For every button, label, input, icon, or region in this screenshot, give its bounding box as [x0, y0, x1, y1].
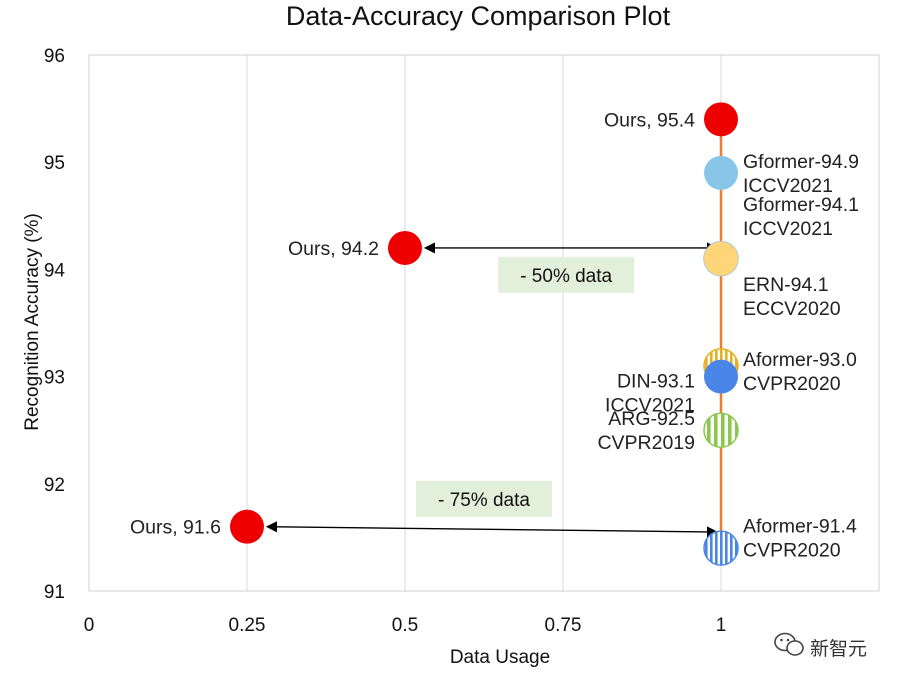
- data-points: [230, 102, 739, 566]
- x-tick-label-3: 0.75: [545, 615, 582, 636]
- y-tick-label-5: 96: [44, 46, 65, 67]
- point-label-2-line-0: DIN-93.1: [617, 371, 695, 393]
- data-point-1: [704, 241, 738, 276]
- point-label-4-line-0: ARG-92.5: [608, 408, 695, 430]
- y-tick-label-4: 95: [44, 153, 65, 174]
- point-label-5-line-1: CVPR2020: [743, 539, 841, 561]
- callout-text-0: - 50% data: [520, 266, 612, 287]
- point-label-1-line-0: ERN-94.1: [743, 274, 829, 296]
- callout-box-0: [498, 256, 635, 293]
- comparison-arrows: [265, 242, 719, 538]
- data-point-5: [703, 530, 739, 566]
- y-tick-label-1: 92: [44, 475, 65, 496]
- point-label-9-line-0: Ours, 91.6: [130, 517, 221, 539]
- x-tick-label-2: 0.5: [392, 615, 418, 636]
- y-tick-label-0: 91: [44, 582, 65, 603]
- y-axis-label: Recognition Accuracy (%): [22, 213, 43, 431]
- data-point-7: [704, 102, 738, 137]
- point-label-0-line-1: ICCV2021: [743, 218, 833, 240]
- point-label-6-line-1: ICCV2021: [743, 175, 833, 197]
- data-point-4: [703, 412, 739, 448]
- point-label-7-line-0: Ours, 95.4: [604, 109, 695, 131]
- point-label-2-line-1: ICCV2021: [605, 395, 695, 417]
- watermark-text: 新智元: [810, 638, 867, 660]
- callout-box-1: [416, 480, 552, 517]
- point-label-0-line-0: Gformer-94.1: [743, 194, 859, 216]
- comparison-arrow-1: [265, 521, 719, 538]
- data-point-6: [704, 155, 738, 190]
- wechat-icon: [774, 632, 804, 656]
- y-tick-label-2: 93: [44, 368, 65, 389]
- x-tick-label-4: 1: [716, 615, 727, 636]
- data-point-3: [704, 359, 738, 394]
- point-label-3-line-1: CVPR2020: [743, 373, 841, 395]
- point-labels: Gformer-94.1ICCV2021ERN-94.1ECCV2020DIN-…: [130, 109, 859, 561]
- point-label-5-line-0: Aformer-91.4: [743, 515, 857, 537]
- chart-title: Data-Accuracy Comparison Plot: [286, 1, 671, 31]
- point-label-3-line-0: Aformer-93.0: [743, 349, 857, 371]
- point-label-1-line-1: ECCV2020: [743, 298, 841, 320]
- watermark: 新智元: [774, 632, 867, 660]
- x-tick-label-0: 0: [84, 615, 95, 636]
- x-axis-label: Data Usage: [450, 647, 550, 668]
- callout-boxes: - 50% data - 75% data: [416, 256, 635, 517]
- point-label-4-line-1: CVPR2019: [597, 432, 695, 454]
- y-tick-label-3: 94: [44, 260, 66, 281]
- x-axis-ticks: 0 0.25 0.5 0.75 1: [84, 615, 727, 636]
- data-point-9: [230, 509, 264, 544]
- x-tick-label-1: 0.25: [229, 615, 266, 636]
- y-axis-ticks: 91 92 93 94 95 96: [44, 46, 66, 603]
- plot-area-frame: [88, 54, 880, 592]
- point-label-6-line-0: Gformer-94.9: [743, 151, 859, 173]
- data-point-8: [388, 230, 422, 265]
- callout-text-1: - 75% data: [438, 490, 530, 511]
- point-label-8-line-0: Ours, 94.2: [288, 238, 379, 260]
